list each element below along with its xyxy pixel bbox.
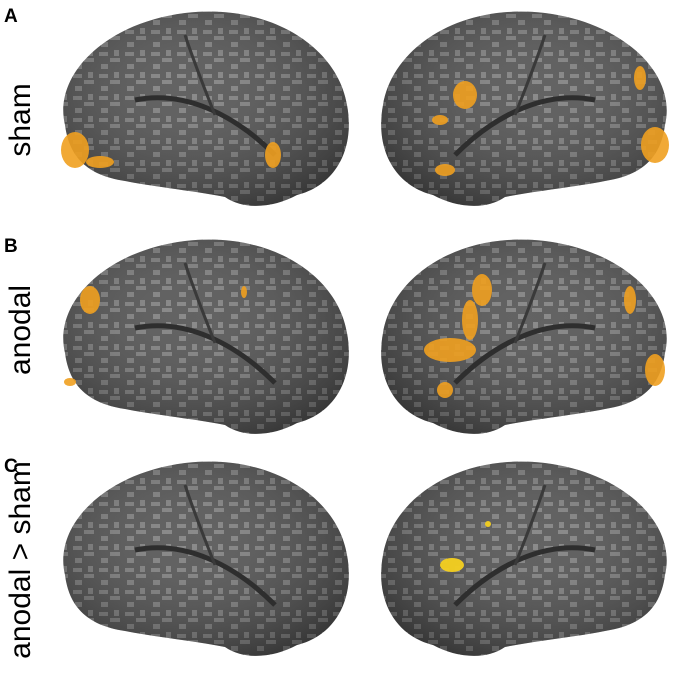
panel-c: C anodal > sham bbox=[4, 456, 667, 659]
panel-a: A sham bbox=[4, 6, 669, 206]
brain-left bbox=[63, 12, 349, 206]
activation bbox=[440, 521, 491, 572]
brain-right bbox=[381, 240, 667, 434]
brain-left bbox=[63, 240, 349, 434]
brain-left bbox=[63, 462, 349, 656]
panel-letter: B bbox=[4, 236, 18, 257]
panel-b: B anodal bbox=[4, 236, 667, 434]
panel-letter: A bbox=[4, 6, 18, 27]
brain-right bbox=[381, 462, 667, 656]
panel-label: anodal bbox=[4, 285, 37, 375]
activation bbox=[61, 66, 669, 176]
brain-right bbox=[381, 12, 667, 206]
panel-label: sham bbox=[4, 83, 37, 156]
activation bbox=[64, 274, 665, 398]
panel-letter: C bbox=[4, 456, 18, 477]
panel-label: anodal > sham bbox=[4, 461, 37, 659]
